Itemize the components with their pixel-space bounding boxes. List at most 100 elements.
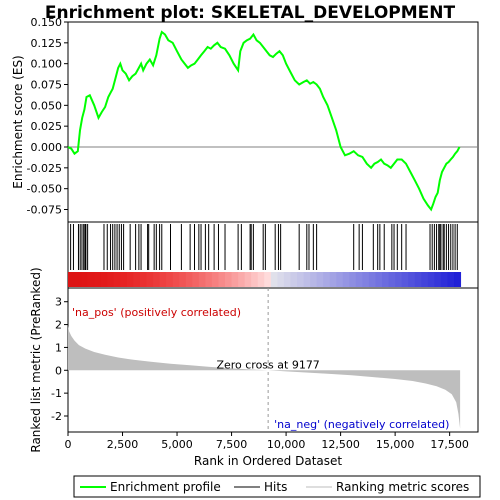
rank-x-tick-label: 15,000 (376, 438, 415, 451)
es-y-tick-label: 0.075 (31, 79, 63, 92)
color-bar-segment (225, 272, 233, 287)
es-y-tick-label: 0.025 (31, 120, 63, 133)
color-bar-segment (277, 272, 285, 287)
color-bar-segment (270, 272, 278, 287)
color-bar-segment (185, 272, 193, 287)
color-bar-segment (211, 272, 219, 287)
color-bar-segment (316, 272, 324, 287)
color-bar-segment (264, 272, 272, 287)
color-bar-segment (218, 272, 226, 287)
color-bar-segment (87, 272, 95, 287)
color-bar-segment (362, 272, 370, 287)
negative-correlation-label: 'na_neg' (negatively correlated) (274, 418, 449, 431)
color-bar-segment (74, 272, 82, 287)
color-bar-segment (126, 272, 134, 287)
color-bar-segment (382, 272, 390, 287)
color-bar-segment (251, 272, 259, 287)
hits-panel (67, 221, 479, 289)
color-bar-segment (107, 272, 115, 287)
color-bar-segment (244, 272, 252, 287)
positive-correlation-label: 'na_pos' (positively correlated) (72, 306, 241, 319)
rank-y-axis-label: Ranked list metric (PreRanked) (29, 267, 43, 452)
rank-x-tick-label: 12,500 (321, 438, 360, 451)
color-bar-segment (257, 272, 265, 287)
color-bar-segment (401, 272, 409, 287)
enrichment-profile-line (67, 30, 461, 212)
color-bar-segment (283, 272, 291, 287)
es-y-tick-label: 0.050 (31, 99, 63, 112)
es-y-tick-label: 0.100 (31, 58, 63, 71)
enrichment-score-panel: 0.150 0.125 0.100 0.075 0.050 0.025 0.000 -0.02… (11, 16, 479, 223)
es-y-tick-label: 0.000 (31, 141, 63, 154)
es-y-axis-label: Enrichment score (ES) (11, 55, 25, 188)
es-y-tick-label: -0.025 (27, 162, 62, 175)
color-bar-segment (421, 272, 429, 287)
color-bar-segment (94, 272, 102, 287)
color-bar-segment (368, 272, 376, 287)
color-bar-segment (179, 272, 187, 287)
rank-y-tick-label: 1 (55, 341, 62, 354)
legend-frame (73, 475, 481, 498)
color-bar-segment (238, 272, 246, 287)
rank-x-tick-label: 5,000 (161, 438, 193, 451)
rank-x-tick-label: 10,000 (267, 438, 306, 451)
rank-color-bar (68, 272, 462, 287)
color-bar-segment (329, 272, 337, 287)
color-bar-segment (454, 272, 462, 287)
color-bar-segment (336, 272, 344, 287)
ranked-metric-panel: Zero cross at 9177 'na_pos' (positively … (29, 267, 479, 468)
zero-cross-label: Zero cross at 9177 (216, 358, 319, 371)
rank-x-axis-label: Rank in Ordered Dataset (194, 454, 342, 468)
color-bar-segment (172, 272, 180, 287)
rank-y-tick-label: 0 (55, 364, 62, 377)
color-bar-segment (303, 272, 311, 287)
legend-enrichment-label: Enrichment profile (110, 480, 221, 494)
color-bar-segment (375, 272, 383, 287)
ranking-metric-area (68, 325, 461, 429)
rank-x-tick-label: 2,500 (107, 438, 139, 451)
color-bar-segment (395, 272, 403, 287)
rank-x-tick-label: 7,500 (216, 438, 248, 451)
rank-frame (67, 287, 479, 433)
color-bar-segment (349, 272, 357, 287)
color-bar-segment (447, 272, 455, 287)
color-bar-segment (153, 272, 161, 287)
legend: Enrichment profile Hits Ranking metric s… (73, 475, 481, 498)
rank-y-axis: 3 2 1 0 -1 -2 (51, 296, 68, 423)
color-bar-segment (290, 272, 298, 287)
color-bar-segment (440, 272, 448, 287)
color-bar-segment (166, 272, 174, 287)
color-bar-segment (120, 272, 128, 287)
color-bar-segment (355, 272, 363, 287)
color-bar-segment (192, 272, 200, 287)
rank-y-tick-label: -2 (51, 410, 62, 423)
rank-y-tick-label: 2 (55, 319, 62, 332)
color-bar-segment (113, 272, 121, 287)
color-bar-segment (414, 272, 422, 287)
color-bar-segment (408, 272, 416, 287)
color-bar-segment (205, 272, 213, 287)
color-bar-segment (342, 272, 350, 287)
es-y-tick-label: -0.075 (27, 204, 62, 217)
color-bar-segment (100, 272, 108, 287)
color-bar-segment (139, 272, 148, 287)
color-bar-segment (323, 272, 331, 287)
hit-lines (70, 224, 458, 270)
es-y-tick-label: 0.150 (31, 16, 63, 29)
rank-x-tick-label: 17,500 (430, 438, 469, 451)
color-bar-segment (198, 272, 206, 287)
es-plot-frame (67, 21, 479, 223)
chart-title: Enrichment plot: SKELETAL_DEVELOPMENT (45, 3, 456, 23)
color-bar-segment (310, 272, 318, 287)
color-bar-segment (146, 272, 154, 287)
color-bar-segment (159, 272, 167, 287)
color-bar-segment (427, 272, 435, 287)
color-bar-segment (231, 272, 239, 287)
legend-hits-label: Hits (264, 480, 287, 494)
rank-y-tick-label: 3 (55, 296, 62, 309)
rank-x-tick-label: 0 (65, 438, 72, 451)
color-bar-segment (434, 272, 442, 287)
es-y-axis: 0.150 0.125 0.100 0.075 0.050 0.025 0.000 -0.02… (27, 16, 68, 217)
rank-x-axis: 0 2,500 5,000 7,500 10,000 12,500 15,000 17,500 (65, 432, 469, 451)
